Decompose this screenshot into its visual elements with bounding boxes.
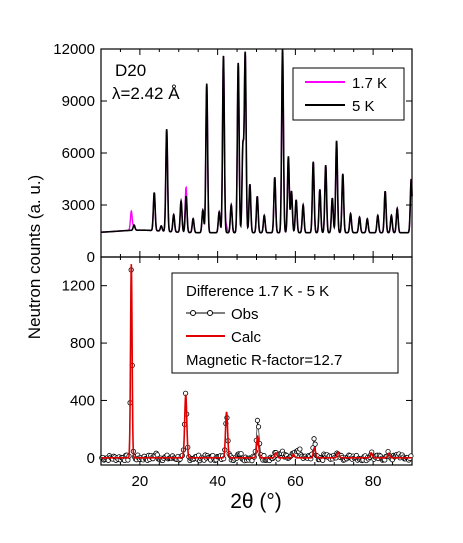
x-axis-title: 2θ (°) <box>230 490 282 513</box>
obs-point-128 <box>238 451 244 457</box>
wavelength-label: λ=2.42 Å <box>112 84 180 103</box>
bottom-ytick-label-0: 0 <box>87 450 95 467</box>
legend-label-calc: Calc <box>231 329 262 346</box>
top-ytick-label-3: 9000 <box>62 93 95 110</box>
top-ytick-label-1: 3000 <box>62 197 95 214</box>
legend-swatch-obs-marker-1 <box>190 310 196 316</box>
obs-point-144 <box>255 424 262 430</box>
instrument-label: D20 <box>115 61 146 80</box>
bottom-xtick-label-0: 20 <box>132 473 149 490</box>
top-ytick-label-0: 0 <box>87 249 95 266</box>
top-y-ticks: 0 3000 6000 9000 12000 <box>53 41 412 266</box>
bottom-xtick-label-1: 40 <box>209 473 226 490</box>
legend-label-obs: Obs <box>231 306 259 323</box>
bottom-ytick-label-1: 400 <box>70 392 95 409</box>
legend-label-1p7k: 1.7 K <box>352 75 387 92</box>
top-legend: 1.7 K 5 K <box>292 67 405 121</box>
bottom-x-ticks: 20 40 60 80 <box>100 257 413 490</box>
top-ytick-label-2: 6000 <box>62 145 95 162</box>
top-legend-box <box>292 67 405 121</box>
bottom-xtick-label-3: 80 <box>365 473 382 490</box>
obs-point-195 <box>311 436 317 442</box>
calc-line <box>101 264 412 459</box>
top-ytick-label-4: 12000 <box>53 41 95 58</box>
bottom-ytick-label-3: 1200 <box>62 278 95 295</box>
obs-point-182 <box>297 446 303 452</box>
legend-title-difference: Difference 1.7 K - 5 K <box>186 283 329 300</box>
top-panel: 0 3000 6000 9000 12000 D20 λ=2.42 Å 1.7 K 5 … <box>53 41 413 266</box>
obs-point-196 <box>312 441 318 447</box>
r-factor-label: Magnetic R-factor=12.7 <box>186 352 342 369</box>
bottom-legend-box <box>171 272 399 374</box>
bottom-panel: 0 400 800 1200 20 40 60 80 Difference 1.7 K - … <box>62 256 414 490</box>
legend-label-5k: 5 K <box>352 98 375 115</box>
legend-swatch-obs-marker-2 <box>207 310 213 316</box>
obs-point-143 <box>254 417 261 424</box>
bottom-xtick-label-2: 60 <box>287 473 304 490</box>
obs-point-203 <box>320 457 326 463</box>
series-5k-line-front <box>100 48 413 234</box>
bottom-y-ticks: 0 400 800 1200 <box>62 278 412 467</box>
bottom-ytick-label-2: 800 <box>70 335 95 352</box>
y-axis-title: Neutron counts (a. u.) <box>25 175 44 339</box>
bottom-legend: Difference 1.7 K - 5 K Obs Calc Magnetic… <box>171 272 399 374</box>
